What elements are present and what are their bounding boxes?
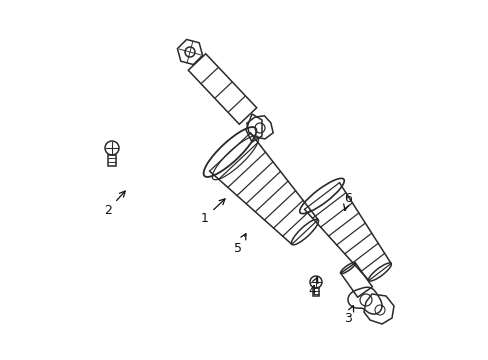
Text: 5: 5 (234, 234, 245, 255)
Text: 3: 3 (344, 306, 353, 324)
Text: 2: 2 (104, 191, 125, 216)
Text: 4: 4 (307, 277, 317, 297)
Text: 1: 1 (201, 199, 224, 225)
Text: 6: 6 (343, 192, 351, 210)
